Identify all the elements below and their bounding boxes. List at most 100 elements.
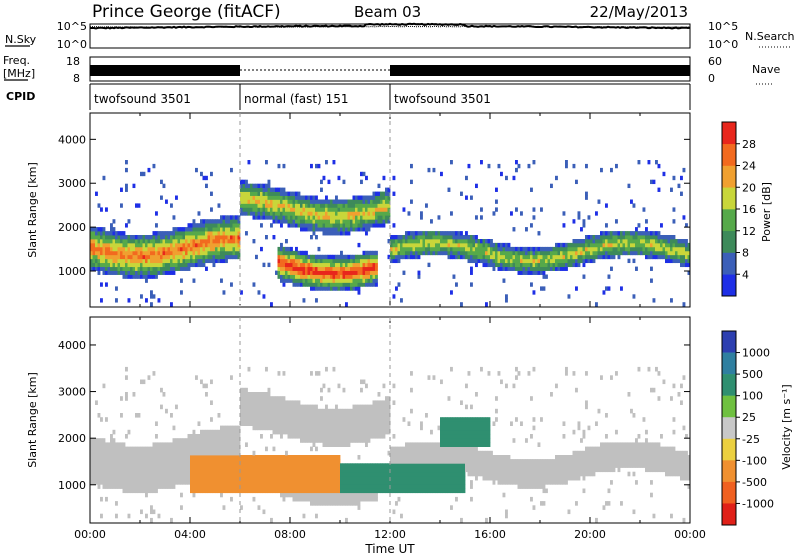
velocity-cell: [337, 434, 341, 439]
velocity-cell: [245, 467, 248, 473]
velocity-cell: [152, 475, 156, 481]
power-cell: [377, 219, 381, 224]
power-cell: [170, 270, 173, 275]
velocity-cell: [400, 455, 403, 460]
velocity-cell: [140, 480, 143, 485]
velocity-cell: [330, 480, 333, 485]
power-cell: [102, 262, 106, 268]
power-cell: [430, 219, 433, 224]
power-cell: [95, 258, 98, 264]
velocity-cell: [197, 475, 201, 481]
velocity-cell: [110, 434, 113, 439]
power-cell: [197, 227, 201, 232]
power-cell: [422, 231, 426, 236]
velocity-cell: [207, 480, 211, 485]
velocity-cell: [245, 480, 248, 485]
power-cell: [562, 262, 566, 268]
velocity-cell: [205, 438, 208, 443]
power-cell: [470, 195, 473, 200]
velocity-cell: [307, 480, 311, 485]
velocity-cell: [377, 488, 381, 494]
power-cell: [105, 246, 108, 252]
power-cell: [430, 250, 433, 256]
power-cell: [502, 266, 506, 271]
power-cell: [510, 211, 513, 216]
power-cell: [672, 258, 676, 264]
power-cell: [265, 191, 268, 196]
power-cell: [110, 239, 113, 244]
power-cell: [510, 258, 513, 264]
velocity-cell: [165, 442, 168, 447]
velocity-cell: [200, 463, 203, 468]
velocity-cell: [345, 480, 348, 485]
power-cell: [220, 235, 223, 240]
velocity-cell: [245, 400, 248, 405]
velocity-cell: [422, 467, 426, 473]
power-cell: [207, 223, 211, 228]
velocity-cell: [260, 467, 263, 473]
power-cell: [620, 231, 623, 236]
power-cell: [327, 219, 331, 224]
power-cell: [530, 258, 533, 264]
power-cell: [97, 227, 101, 232]
power-cell: [260, 183, 263, 189]
power-cell: [402, 242, 406, 248]
power-cell: [230, 167, 233, 173]
velocity-cell: [350, 438, 353, 443]
velocity-cell: [140, 446, 143, 452]
velocity-cell: [302, 404, 306, 410]
power-cell: [197, 250, 201, 256]
power-cell: [240, 211, 243, 216]
velocity-cell: [375, 492, 378, 498]
velocity-cell: [140, 459, 143, 464]
power-cell: [295, 211, 298, 216]
power-cell: [317, 203, 321, 208]
power-cell: [212, 258, 216, 264]
velocity-cell: [177, 463, 181, 468]
velocity-cell: [257, 480, 261, 485]
power-cell: [342, 215, 346, 220]
velocity-cell: [220, 484, 223, 489]
velocity-cell: [195, 471, 198, 477]
velocity-cell: [130, 450, 133, 456]
power-cell: [647, 254, 651, 260]
velocity-cell: [172, 446, 176, 452]
power-cell: [367, 203, 371, 208]
power-cell: [617, 250, 621, 256]
velocity-cell: [127, 488, 131, 494]
velocity-cell: [142, 475, 146, 481]
velocity-cell: [277, 413, 281, 418]
velocity-cell: [275, 467, 278, 473]
velocity-cell: [185, 471, 188, 477]
velocity-cell: [300, 467, 303, 473]
power-cell: [455, 231, 458, 236]
power-cell: [147, 242, 151, 248]
power-cell: [130, 254, 133, 260]
velocity-cell: [347, 471, 351, 477]
velocity-cell: [172, 459, 176, 464]
power-cell: [295, 191, 298, 196]
power-cell: [285, 215, 288, 220]
velocity-cell: [142, 446, 146, 452]
velocity-cell: [337, 455, 341, 460]
velocity-cell: [110, 475, 113, 481]
velocity-cell: [272, 417, 276, 422]
power-cell: [370, 258, 373, 264]
power-cell: [212, 239, 216, 244]
velocity-cell: [422, 455, 426, 460]
velocity-cell: [120, 455, 123, 460]
velocity-cell: [362, 413, 366, 418]
velocity-cell: [312, 429, 316, 435]
power-cell: [285, 254, 288, 260]
velocity-cell: [347, 467, 351, 473]
velocity-cell: [380, 484, 383, 489]
power-cell: [365, 175, 368, 181]
velocity-cell: [327, 417, 331, 422]
power-cell: [97, 270, 101, 275]
velocity-cell: [100, 455, 103, 460]
velocity-cell: [170, 413, 173, 418]
velocity-cell: [372, 404, 376, 410]
velocity-cell: [385, 484, 388, 489]
velocity-cell: [312, 467, 316, 473]
power-cell: [360, 199, 363, 204]
